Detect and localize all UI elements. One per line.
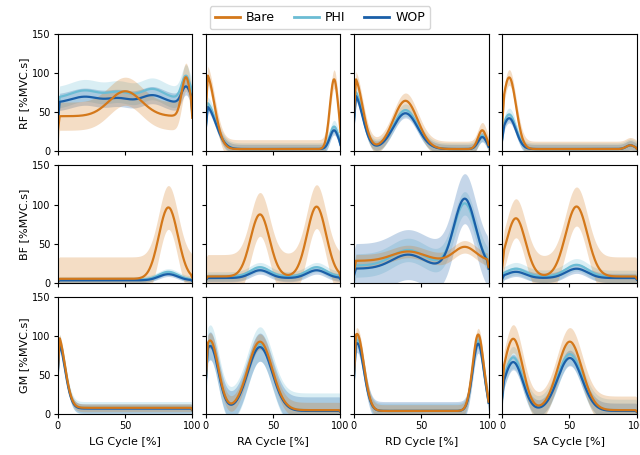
X-axis label: LG Cycle [%]: LG Cycle [%] bbox=[89, 436, 161, 446]
X-axis label: RA Cycle [%]: RA Cycle [%] bbox=[237, 436, 309, 446]
X-axis label: RD Cycle [%]: RD Cycle [%] bbox=[385, 436, 458, 446]
Y-axis label: RF [%MVC.s]: RF [%MVC.s] bbox=[19, 57, 29, 128]
Y-axis label: GM [%MVC.s]: GM [%MVC.s] bbox=[19, 318, 29, 393]
Legend: Bare, PHI, WOP: Bare, PHI, WOP bbox=[210, 6, 430, 29]
Y-axis label: BF [%MVC.s]: BF [%MVC.s] bbox=[19, 188, 29, 260]
X-axis label: SA Cycle [%]: SA Cycle [%] bbox=[534, 436, 605, 446]
